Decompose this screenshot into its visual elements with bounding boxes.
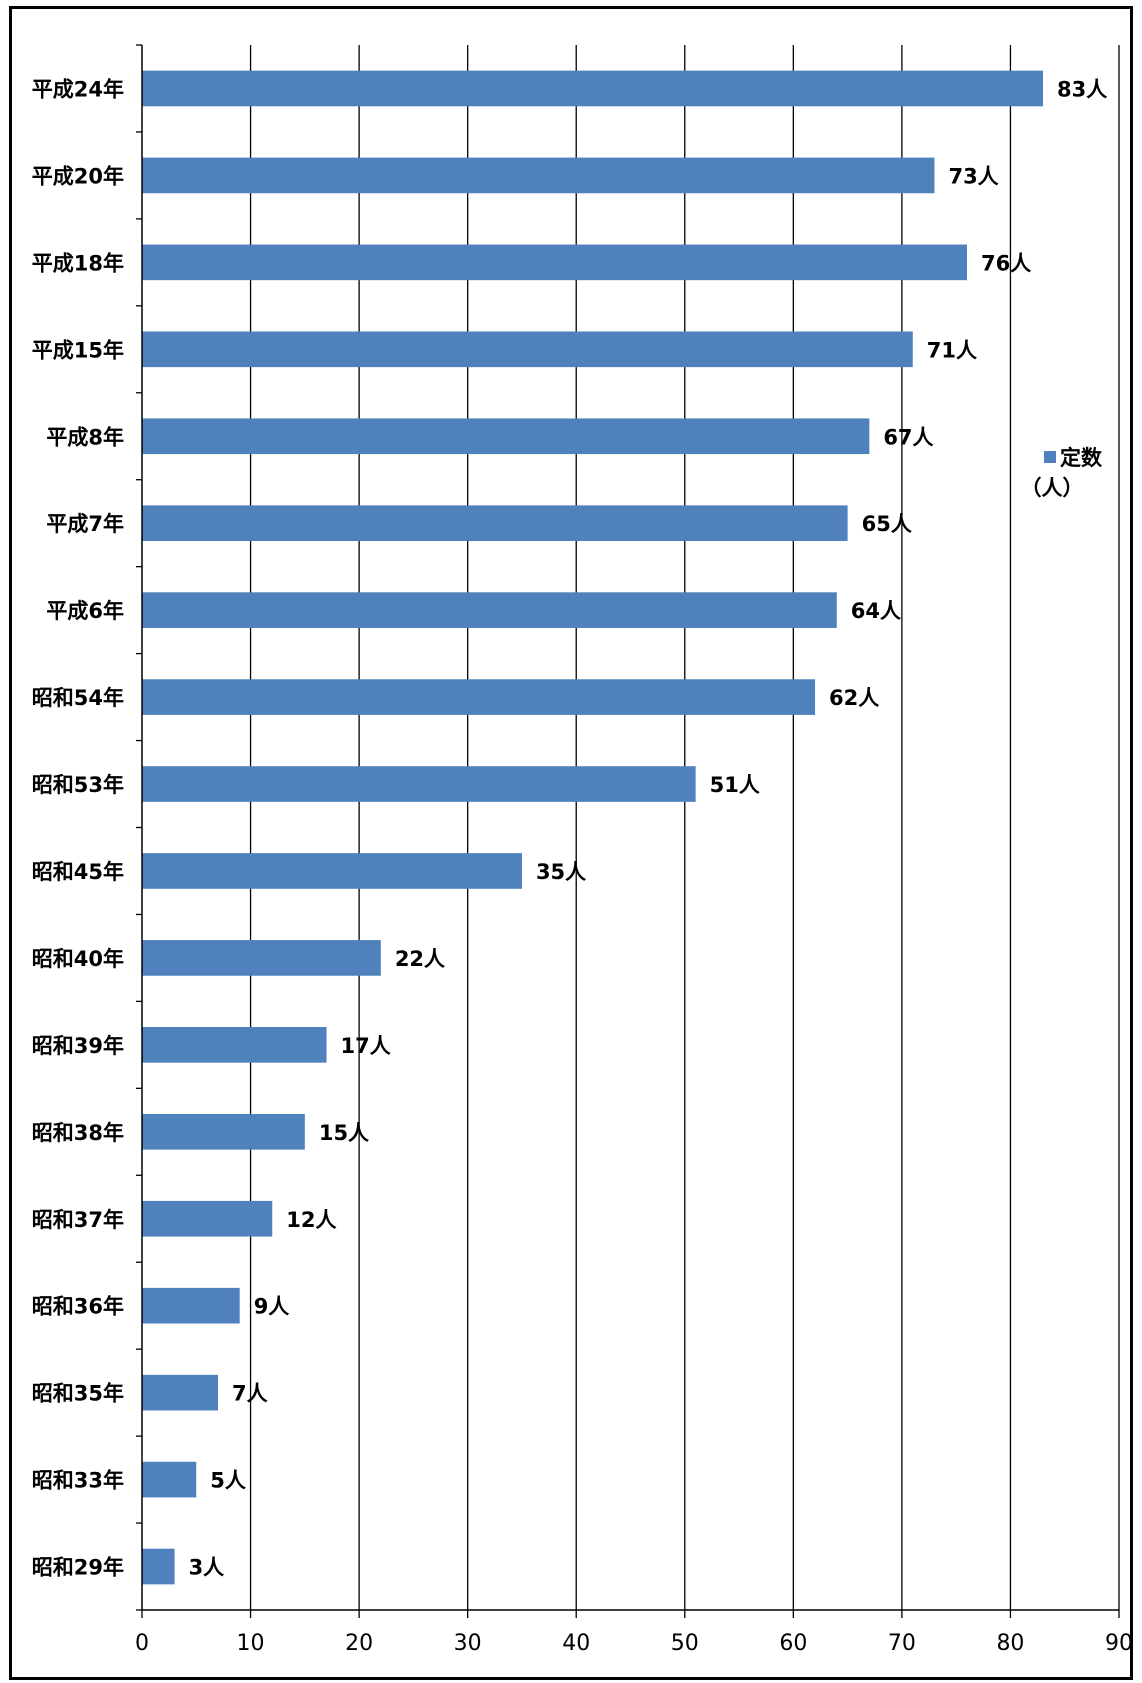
value-label: 73人 <box>948 164 998 188</box>
bar <box>142 1548 175 1585</box>
legend-unit: （人） <box>1021 476 1084 500</box>
value-label: 67人 <box>883 425 933 449</box>
category-label: 昭和36年 <box>32 1295 124 1319</box>
x-tick-label: 50 <box>671 1631 699 1656</box>
x-tick-label: 40 <box>562 1631 590 1656</box>
bar <box>142 331 913 368</box>
category-label: 昭和38年 <box>32 1121 124 1145</box>
axes <box>136 44 1120 1618</box>
value-label: 17人 <box>341 1034 391 1058</box>
bar <box>142 853 522 889</box>
value-label: 65人 <box>862 512 912 536</box>
x-tick-label: 80 <box>996 1631 1024 1656</box>
x-tick-label: 60 <box>779 1631 807 1656</box>
category-label: 昭和37年 <box>32 1208 124 1232</box>
bar <box>142 679 816 715</box>
legend: 定数 （人） <box>1021 446 1103 500</box>
value-label: 15人 <box>319 1121 369 1145</box>
value-label: 76人 <box>981 251 1031 275</box>
value-label: 7人 <box>232 1382 268 1406</box>
category-label: 昭和45年 <box>32 860 124 884</box>
category-label: 平成6年 <box>46 599 124 623</box>
bar <box>142 1200 273 1237</box>
category-label: 昭和35年 <box>32 1382 124 1406</box>
category-label: 平成7年 <box>46 512 124 536</box>
x-tick-label: 10 <box>237 1631 265 1656</box>
value-label: 62人 <box>829 686 879 710</box>
category-label: 平成8年 <box>46 425 124 449</box>
bar <box>142 1287 240 1324</box>
bar <box>142 505 848 542</box>
x-tick-label: 0 <box>135 1631 149 1656</box>
value-label: 22人 <box>395 947 445 971</box>
value-label: 9人 <box>254 1295 290 1319</box>
bar <box>142 418 870 455</box>
category-label: 平成24年 <box>32 77 124 101</box>
legend-swatch <box>1044 451 1056 463</box>
category-label: 昭和54年 <box>32 686 124 710</box>
category-label: 昭和53年 <box>32 773 124 797</box>
category-label: 昭和39年 <box>32 1034 124 1058</box>
value-label: 51人 <box>710 773 760 797</box>
bar <box>142 70 1044 107</box>
value-label: 64人 <box>851 599 901 623</box>
x-tick-label: 90 <box>1105 1631 1133 1656</box>
bar <box>142 766 696 802</box>
x-tick-label: 70 <box>888 1631 916 1656</box>
x-tick-label: 20 <box>345 1631 373 1656</box>
value-label: 12人 <box>286 1208 336 1232</box>
bar <box>142 592 837 628</box>
bar <box>142 1113 305 1150</box>
value-label: 3人 <box>189 1556 225 1580</box>
category-label: 昭和29年 <box>32 1556 124 1580</box>
bar <box>142 157 935 194</box>
category-label: 昭和40年 <box>32 947 124 971</box>
legend-series-name: 定数 <box>1060 446 1103 470</box>
category-label: 平成15年 <box>32 338 124 362</box>
bar <box>142 1461 197 1498</box>
bars <box>142 70 1044 1585</box>
value-label: 83人 <box>1057 77 1107 101</box>
x-tick-label: 30 <box>454 1631 482 1656</box>
value-label: 71人 <box>927 338 977 362</box>
category-label: 平成18年 <box>32 251 124 275</box>
bar <box>142 1374 218 1411</box>
chart-frame <box>9 6 1133 1680</box>
value-label: 35人 <box>536 860 586 884</box>
value-label: 5人 <box>210 1469 246 1493</box>
category-label: 昭和33年 <box>32 1469 124 1493</box>
bar <box>142 940 381 976</box>
bar <box>142 1027 327 1063</box>
bar <box>142 244 968 281</box>
category-label: 平成20年 <box>32 164 124 188</box>
gridlines <box>249 45 1120 1610</box>
